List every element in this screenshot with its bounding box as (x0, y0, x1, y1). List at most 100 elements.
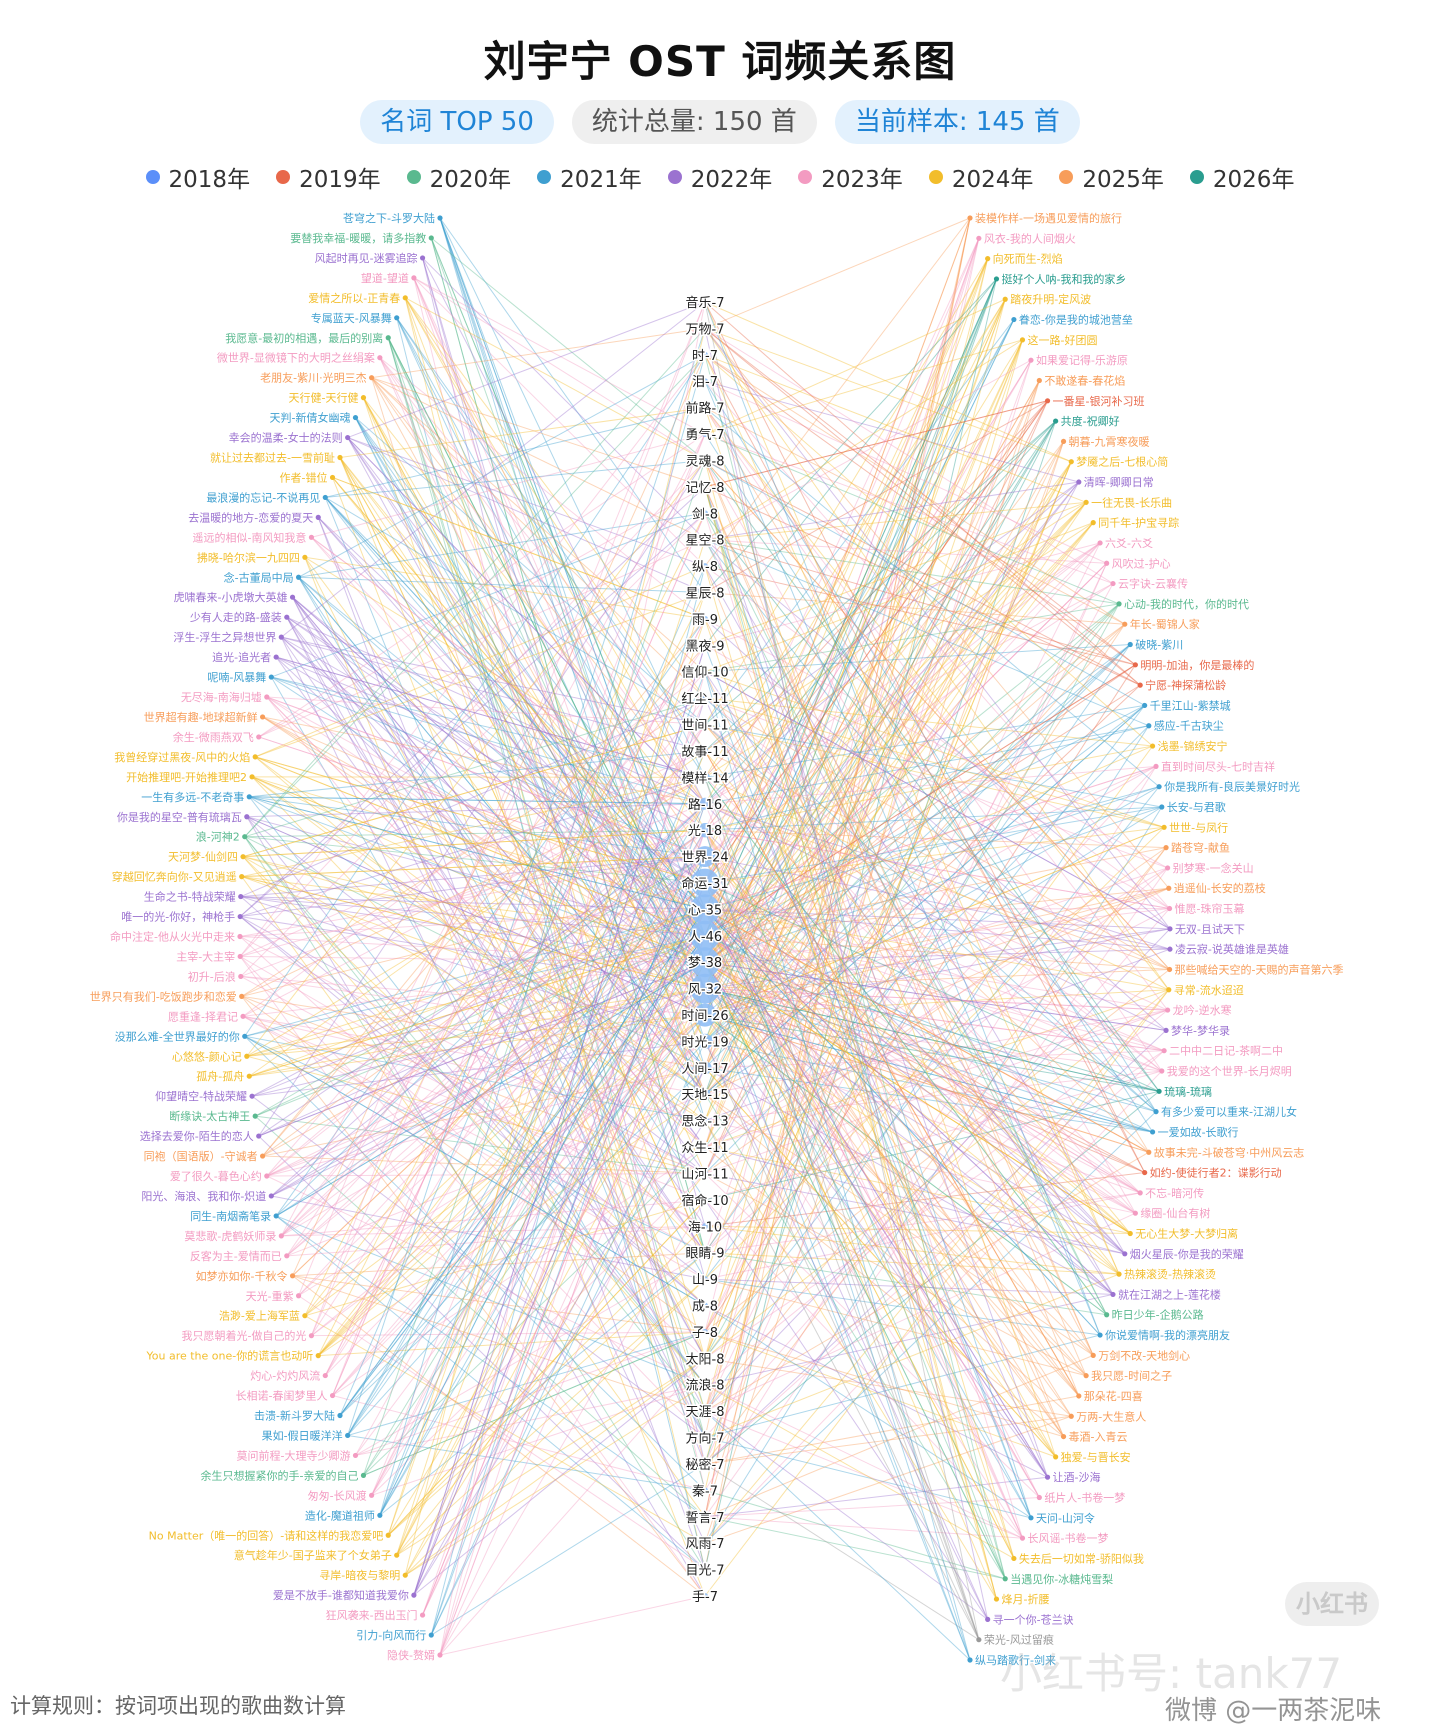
song-node[interactable] (1159, 804, 1165, 810)
song-node[interactable] (1068, 1413, 1074, 1419)
song-node[interactable] (302, 554, 308, 560)
song-node[interactable] (268, 674, 274, 680)
song-node[interactable] (1011, 316, 1017, 323)
song-node[interactable] (1165, 1007, 1171, 1013)
song-node[interactable] (237, 933, 243, 940)
word-node[interactable] (702, 299, 708, 305)
legend-item[interactable]: 2023年 (798, 160, 903, 194)
song-node[interactable] (1132, 1210, 1138, 1216)
song-node[interactable] (1166, 885, 1172, 891)
song-node[interactable] (1146, 723, 1152, 729)
song-node[interactable] (240, 854, 246, 860)
word-node[interactable] (702, 1223, 708, 1230)
song-node[interactable] (322, 1372, 328, 1379)
top-nouns-pill[interactable]: 名词 TOP 50 (360, 100, 554, 144)
song-node[interactable] (289, 1273, 296, 1279)
word-node[interactable] (702, 1328, 708, 1335)
word-node[interactable] (700, 1116, 710, 1126)
song-node[interactable] (1083, 1373, 1089, 1379)
song-node[interactable] (1019, 337, 1026, 343)
song-node[interactable] (411, 1592, 417, 1598)
song-node[interactable] (1142, 1169, 1148, 1176)
song-node[interactable] (259, 1153, 266, 1159)
song-node[interactable] (1127, 641, 1133, 648)
song-node[interactable] (244, 814, 250, 820)
song-node[interactable] (264, 694, 270, 700)
word-node[interactable] (702, 563, 708, 570)
song-node[interactable] (1036, 377, 1042, 384)
song-node[interactable] (1137, 1190, 1143, 1196)
word-node[interactable] (698, 797, 712, 810)
song-node[interactable] (1167, 946, 1173, 952)
song-node[interactable] (1028, 357, 1034, 363)
song-node[interactable] (1163, 845, 1169, 851)
song-node[interactable] (419, 255, 426, 261)
song-node[interactable] (289, 594, 296, 600)
song-node[interactable] (1142, 702, 1148, 709)
song-node[interactable] (1153, 763, 1159, 769)
song-node[interactable] (1002, 296, 1008, 302)
song-node[interactable] (242, 1033, 248, 1039)
song-node[interactable] (1149, 1129, 1156, 1135)
song-node[interactable] (985, 1616, 991, 1622)
word-node[interactable] (702, 378, 708, 385)
word-node[interactable] (702, 1249, 708, 1256)
song-node[interactable] (360, 395, 367, 401)
song-node[interactable] (1053, 418, 1059, 424)
song-node[interactable] (315, 1353, 321, 1359)
song-node[interactable] (360, 1472, 367, 1478)
word-node[interactable] (702, 1355, 708, 1362)
song-node[interactable] (976, 235, 982, 241)
word-node[interactable] (702, 1196, 708, 1203)
song-node[interactable] (249, 1093, 255, 1099)
song-node[interactable] (1159, 1068, 1165, 1074)
song-node[interactable] (1097, 1332, 1103, 1338)
song-node[interactable] (249, 774, 255, 780)
word-node[interactable] (702, 1487, 708, 1494)
song-node[interactable] (242, 834, 248, 840)
song-node[interactable] (337, 1412, 343, 1419)
song-node[interactable] (1137, 682, 1143, 688)
song-node[interactable] (1104, 560, 1110, 566)
legend-item[interactable]: 2021年 (537, 160, 642, 194)
word-node[interactable] (702, 431, 708, 438)
song-node[interactable] (1167, 926, 1173, 932)
song-node[interactable] (1019, 1535, 1026, 1541)
song-node[interactable] (402, 295, 408, 301)
word-node[interactable] (702, 1276, 708, 1283)
song-node[interactable] (1166, 987, 1172, 993)
song-node[interactable] (239, 993, 245, 999)
word-node[interactable] (701, 721, 709, 728)
song-node[interactable] (1163, 1027, 1169, 1033)
song-node[interactable] (967, 1657, 973, 1663)
word-node[interactable] (697, 1033, 713, 1050)
song-node[interactable] (1166, 966, 1173, 973)
song-node[interactable] (428, 235, 434, 241)
song-node[interactable] (352, 1452, 359, 1459)
word-node[interactable] (701, 1143, 709, 1151)
song-node[interactable] (1161, 824, 1167, 830)
word-node[interactable] (702, 589, 708, 596)
song-node[interactable] (1083, 499, 1089, 505)
word-node[interactable] (701, 747, 709, 755)
song-node[interactable] (273, 1213, 279, 1219)
song-node[interactable] (239, 874, 245, 880)
song-node[interactable] (1156, 784, 1162, 790)
word-node[interactable] (702, 1434, 708, 1441)
word-node[interactable] (698, 1061, 712, 1075)
song-node[interactable] (385, 335, 391, 341)
song-node[interactable] (284, 1253, 290, 1259)
song-node[interactable] (1068, 459, 1074, 465)
word-node[interactable] (702, 1302, 708, 1309)
song-node[interactable] (273, 654, 279, 660)
word-node[interactable] (697, 823, 713, 838)
song-node[interactable] (377, 355, 383, 361)
word-node[interactable] (702, 404, 708, 411)
song-node[interactable] (308, 534, 315, 540)
word-node[interactable] (702, 1513, 708, 1520)
song-node[interactable] (1060, 1433, 1067, 1440)
word-node[interactable] (702, 536, 708, 543)
word-node[interactable] (690, 894, 720, 925)
word-node[interactable] (702, 1566, 708, 1573)
song-node[interactable] (256, 1133, 262, 1139)
